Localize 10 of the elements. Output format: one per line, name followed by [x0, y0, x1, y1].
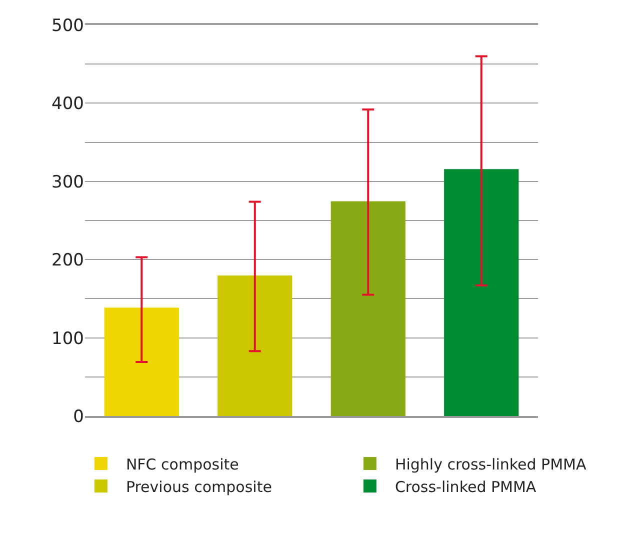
y-tick-label: 500: [52, 16, 84, 36]
y-tick-label: 0: [73, 406, 84, 427]
legend-label: Cross-linked PMMA: [394, 478, 537, 496]
y-tick-label: 400: [52, 94, 84, 114]
legend-label: NFC composite: [126, 455, 239, 474]
legend-label: Previous composite: [126, 478, 272, 496]
y-tick-label: 200: [52, 250, 84, 271]
y-tick-label: 300: [52, 172, 84, 192]
legend-label: Highly cross-linked PMMA: [394, 455, 587, 474]
y-tick-label: 100: [52, 328, 84, 349]
